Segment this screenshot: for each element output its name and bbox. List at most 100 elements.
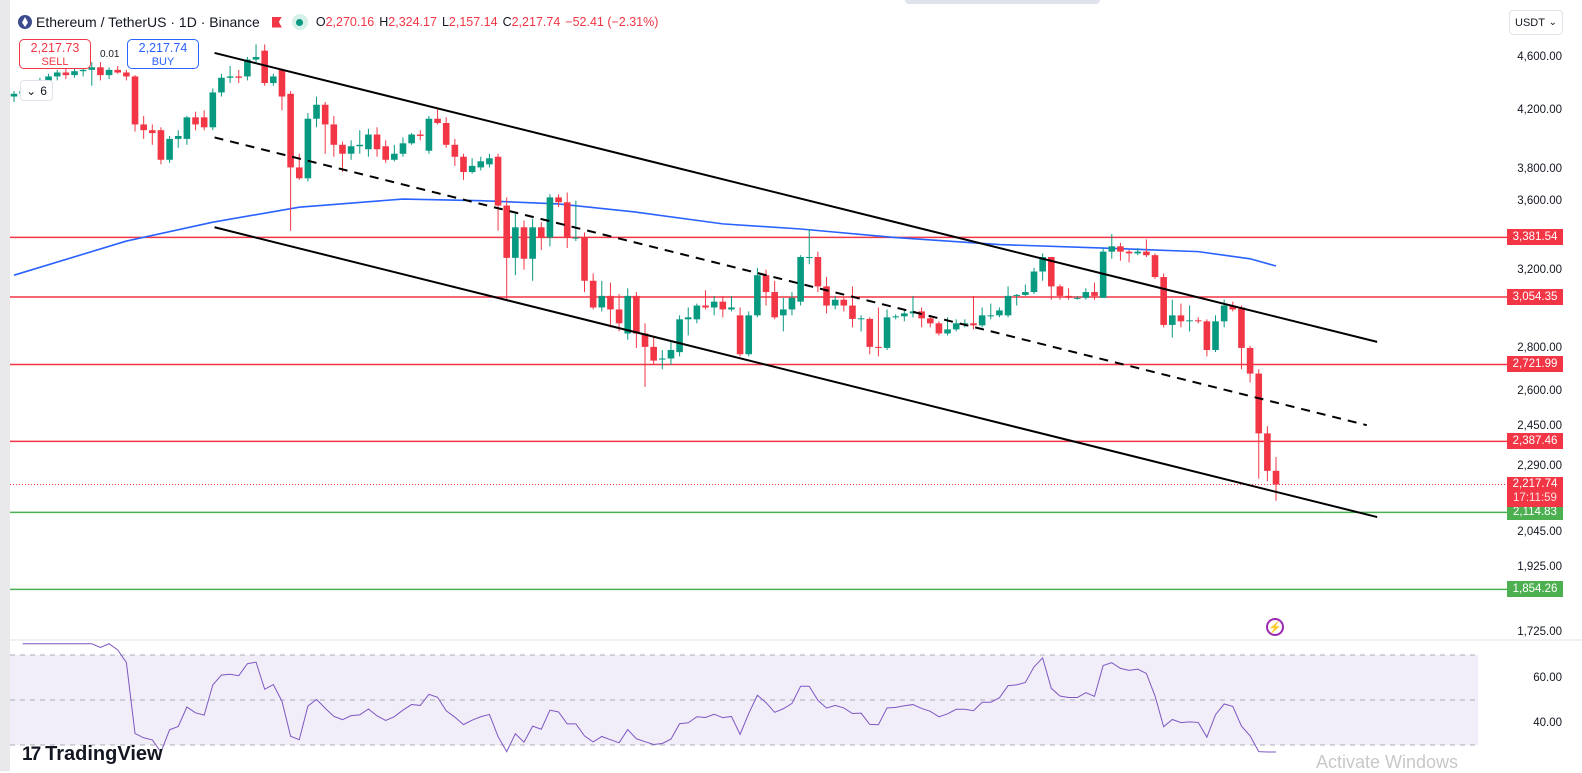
candle-body <box>330 124 338 145</box>
candle-body <box>365 134 372 150</box>
candle-body <box>1264 433 1271 471</box>
candle-body <box>1203 321 1211 351</box>
candle-body <box>486 158 493 165</box>
lightning-icon[interactable]: ⚡ <box>1266 618 1284 636</box>
candle <box>149 124 156 145</box>
rsi-line <box>22 643 1277 754</box>
rsi-axis-tick: 40.00 <box>1533 716 1562 729</box>
candle <box>287 91 294 231</box>
candle <box>1047 256 1055 300</box>
candle <box>745 311 753 357</box>
red-flag-icon[interactable] <box>271 16 282 28</box>
candle-body <box>157 130 165 160</box>
indicators-count: 6 <box>40 83 47 98</box>
candle <box>978 307 986 328</box>
candle <box>157 127 165 165</box>
price-axis-tick: 1,925.00 <box>1517 561 1562 574</box>
ethereum-logo-icon <box>18 15 32 29</box>
candle-body <box>503 205 511 258</box>
candle-body <box>218 77 225 93</box>
candle-body <box>520 227 528 259</box>
candle-body <box>460 156 467 173</box>
price-axis-tick: 3,800.00 <box>1517 162 1562 175</box>
candle <box>728 295 735 312</box>
candle <box>1082 288 1090 300</box>
symbol-title[interactable]: Ethereum / TetherUS · 1D · Binance <box>36 14 260 30</box>
level-price-label: 2,721.99 <box>1507 356 1563 373</box>
price-axis-tick: 4,600.00 <box>1517 51 1562 63</box>
candle-body <box>797 256 804 302</box>
candle <box>416 130 424 141</box>
candle <box>1073 295 1081 300</box>
candle-body <box>1272 470 1280 485</box>
buy-button[interactable]: 2,217.74 BUY <box>127 39 199 69</box>
candle <box>304 113 312 182</box>
candle <box>53 69 61 81</box>
sell-price: 2,217.73 <box>30 41 80 55</box>
candle-body <box>546 197 554 238</box>
candle <box>624 288 632 340</box>
candle <box>598 280 606 312</box>
tradingview-logo[interactable]: 17 TradingView <box>22 743 163 766</box>
candle <box>1004 286 1012 318</box>
candle <box>667 341 675 365</box>
candle-body <box>840 299 848 306</box>
candle <box>460 153 467 180</box>
candle-body <box>1030 271 1038 293</box>
candle <box>114 65 122 74</box>
currency-dropdown[interactable]: USDT ⌄ <box>1509 10 1563 35</box>
candle-body <box>1212 321 1219 351</box>
indicators-toggle-button[interactable]: ⌄ 6 <box>20 80 53 101</box>
candle-body <box>849 305 856 319</box>
candle <box>373 127 381 157</box>
candle-body <box>10 93 18 97</box>
market-open-dot-icon <box>291 14 308 30</box>
candle-body <box>391 153 398 160</box>
candle-body <box>745 315 753 355</box>
candle-body <box>589 280 597 308</box>
candle <box>589 273 597 310</box>
candle <box>321 101 329 154</box>
candle-body <box>728 307 735 310</box>
candle-body <box>356 144 364 147</box>
candle-body <box>1220 305 1228 322</box>
candle <box>650 335 657 365</box>
candle <box>952 319 960 332</box>
candle <box>278 68 286 111</box>
level-price-label: 2,387.46 <box>1507 433 1563 450</box>
candle <box>684 307 692 336</box>
candle <box>866 317 874 355</box>
candle <box>477 156 485 171</box>
candle-body <box>347 146 355 154</box>
price-axis-tick: 3,200.00 <box>1517 263 1562 276</box>
candle <box>166 135 173 163</box>
candle <box>520 220 528 270</box>
candle-body <box>1194 320 1202 322</box>
candle-body <box>1246 347 1254 374</box>
candle-body <box>857 318 865 320</box>
candle-body <box>304 118 312 179</box>
candle <box>788 292 796 316</box>
candle-body <box>1004 295 1012 316</box>
candle-body <box>563 202 571 238</box>
candle-body <box>1091 292 1098 296</box>
candle-body <box>79 69 87 72</box>
candle-body <box>1047 256 1055 287</box>
candle-body <box>1065 295 1072 298</box>
candle-body <box>114 69 122 73</box>
candle <box>883 309 891 351</box>
candle-body <box>624 295 632 334</box>
candle-body <box>1255 373 1263 434</box>
candle-body <box>615 309 623 324</box>
candle-body <box>192 117 199 125</box>
candle <box>382 140 389 163</box>
current-price-value: 2,217.74 <box>1512 477 1558 490</box>
candle <box>1203 319 1211 357</box>
candle <box>131 75 139 132</box>
candle <box>754 267 761 318</box>
candle-body <box>978 315 986 326</box>
candle-body <box>477 161 485 168</box>
candle-body <box>771 292 778 318</box>
sell-button[interactable]: 2,217.73 SELL <box>19 39 91 69</box>
